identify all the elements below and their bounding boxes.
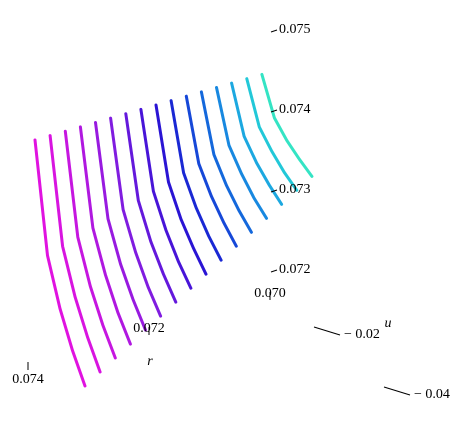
curve (33, 138, 87, 388)
z-tick (270, 189, 278, 193)
u-tick-label: − 0.02 (344, 327, 380, 342)
u-tick (383, 386, 411, 396)
z-tick-label: 0.074 (279, 102, 311, 117)
z-tick (270, 109, 278, 113)
curve (230, 81, 284, 206)
z-tick-label: 0.073 (279, 182, 311, 197)
curve (154, 103, 208, 276)
r-tick-label: 0.074 (12, 372, 44, 387)
curve (169, 99, 223, 262)
curve (215, 86, 268, 220)
curve (124, 112, 178, 304)
z-tick-label: 0.075 (279, 22, 311, 37)
curve (63, 129, 117, 360)
curve (260, 72, 314, 178)
r-tick-label: 0.072 (133, 321, 165, 336)
curve (78, 125, 132, 346)
u-tick-label: − 0.04 (414, 387, 450, 402)
curve (94, 121, 147, 332)
curve (184, 94, 238, 248)
u-tick (313, 326, 341, 336)
curve (109, 116, 163, 318)
u-axis-label: u (385, 316, 392, 331)
curve (48, 134, 102, 374)
z-tick-label: 0.072 (279, 262, 311, 277)
curve (245, 77, 299, 192)
r-axis-label: r (147, 354, 153, 369)
r-tick-label: 0.070 (254, 286, 286, 301)
z-tick (270, 29, 278, 33)
z-tick (270, 269, 278, 273)
curve (139, 107, 193, 290)
curve (199, 90, 253, 234)
